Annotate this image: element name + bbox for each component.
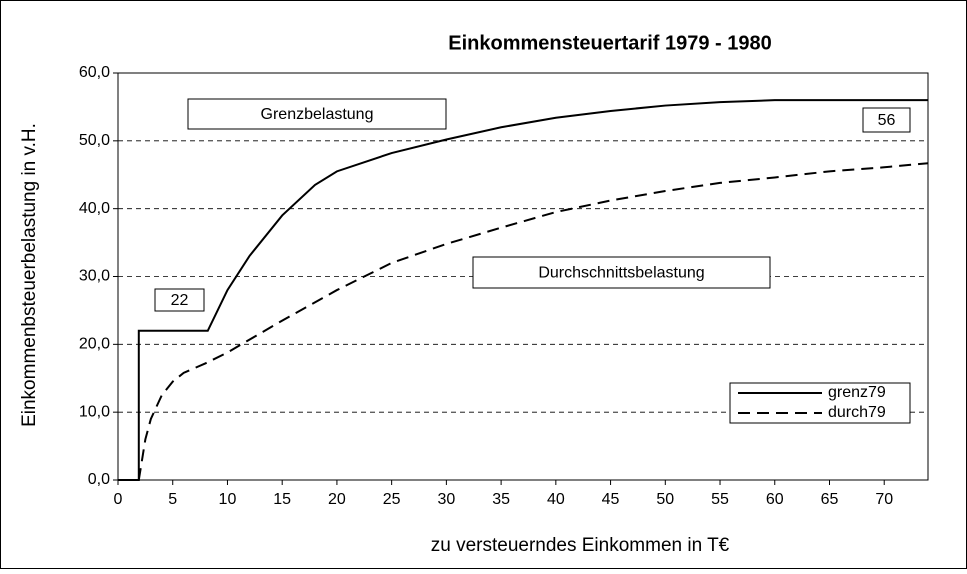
legend-label: grenz79 (828, 384, 886, 401)
x-tick-label: 55 (711, 491, 729, 508)
x-tick-label: 0 (114, 491, 123, 508)
x-tick-label: 15 (273, 491, 291, 508)
y-axis-label: Einkommenbsteuerbelastung in v.H. (19, 123, 40, 427)
x-tick-label: 30 (437, 491, 455, 508)
annotation: 22 (171, 292, 189, 309)
y-tick-label: 30,0 (79, 268, 110, 285)
x-axis-label: zu versteuerndes Einkommen in T€ (431, 535, 730, 556)
x-tick-label: 65 (821, 491, 839, 508)
x-tick-label: 10 (219, 491, 237, 508)
chart-title: Einkommensteuertarif 1979 - 1980 (448, 32, 772, 54)
annotation-box (154, 288, 205, 312)
y-tick-label: 40,0 (79, 200, 110, 217)
x-tick-label: 45 (602, 491, 620, 508)
x-tick-label: 5 (168, 491, 177, 508)
annotation: Grenzbelastung (261, 106, 374, 123)
y-tick-label: 0,0 (88, 471, 110, 488)
y-tick-label: 60,0 (79, 64, 110, 81)
y-tick-label: 20,0 (79, 336, 110, 353)
line (137, 162, 929, 481)
plot-area (117, 72, 929, 481)
annotation-box (187, 98, 447, 130)
annotation-box (472, 256, 771, 289)
line (118, 99, 928, 481)
x-tick-label: 40 (547, 491, 565, 508)
y-tick-label: 50,0 (79, 132, 110, 149)
legend-label: durch79 (828, 404, 886, 421)
annotation: Durchschnittsbelastung (538, 265, 704, 282)
legend (729, 382, 911, 424)
x-tick-label: 70 (875, 491, 893, 508)
x-tick-label: 35 (492, 491, 510, 508)
x-tick-label: 60 (766, 491, 784, 508)
annotation: 56 (878, 112, 896, 129)
x-tick-label: 20 (328, 491, 346, 508)
x-tick-label: 50 (656, 491, 674, 508)
x-tick-label: 25 (383, 491, 401, 508)
y-tick-label: 10,0 (79, 403, 110, 420)
annotation-box (862, 107, 911, 133)
